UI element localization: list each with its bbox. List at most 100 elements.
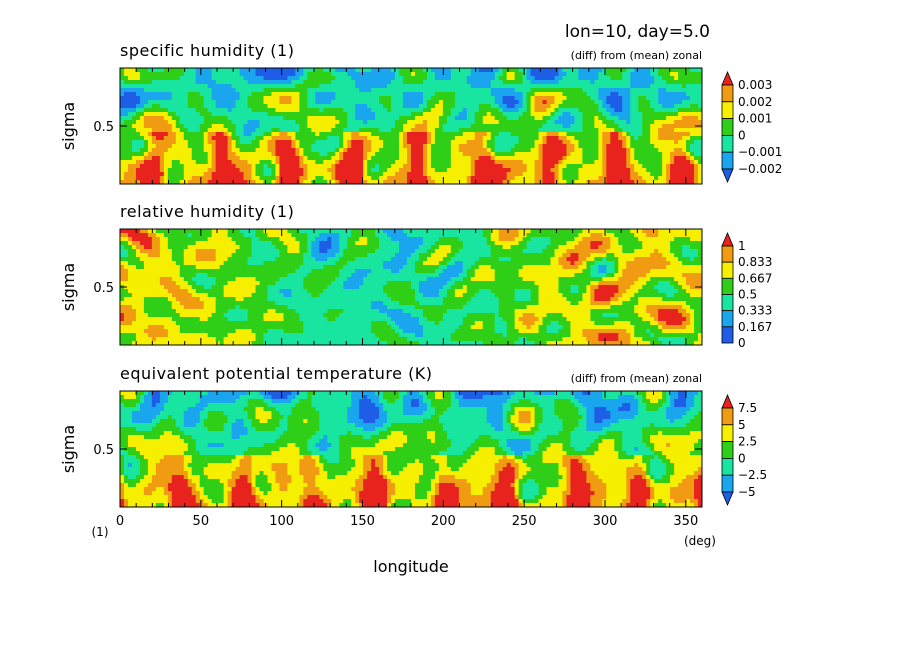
field-cell [562, 96, 567, 101]
field-cell [155, 112, 161, 117]
field-cell [231, 168, 237, 173]
field-cell [598, 88, 603, 93]
field-cell [518, 229, 524, 234]
field-cell [666, 148, 671, 153]
field-cell [255, 124, 261, 129]
field-cell [351, 80, 356, 85]
field-cell [287, 168, 292, 173]
field-cell [498, 180, 504, 185]
field-cell [315, 116, 320, 121]
field-cell [159, 72, 165, 77]
field-cell [223, 68, 229, 73]
field-cell [295, 132, 300, 137]
field-cell [139, 148, 145, 153]
field-cell [466, 237, 472, 242]
field-cell [690, 180, 695, 185]
field-cell [594, 164, 599, 169]
field-cell [307, 140, 312, 145]
field-cell [207, 152, 213, 157]
field-cell [359, 84, 364, 89]
field-cell [642, 229, 647, 234]
field-cell [247, 148, 253, 153]
field-cell [542, 176, 548, 181]
field-cell [295, 237, 300, 242]
field-cell [546, 84, 552, 89]
field-cell [554, 124, 559, 129]
field-cell [538, 233, 544, 238]
field-cell [562, 152, 567, 157]
field-cell [678, 100, 683, 105]
field-cell [422, 132, 428, 137]
field-cell [542, 88, 548, 93]
field-cell [578, 80, 583, 85]
field-cell [598, 132, 603, 137]
field-cell [662, 124, 667, 129]
field-cell [127, 172, 133, 177]
field-cell [478, 176, 484, 181]
field-cell [259, 100, 265, 105]
field-cell [458, 96, 464, 101]
field-cell [698, 120, 703, 125]
field-cell [383, 108, 388, 113]
field-cell [147, 132, 153, 137]
field-cell [430, 104, 436, 109]
field-cell [566, 112, 571, 117]
field-cell [363, 128, 368, 133]
field-cell [279, 156, 284, 161]
field-cell [391, 176, 396, 181]
field-cell [187, 144, 193, 149]
field-cell [466, 80, 472, 85]
field-cell [574, 100, 579, 105]
field-cell [247, 241, 253, 246]
field-cell [658, 68, 663, 73]
field-cell [387, 100, 392, 105]
field-cell [387, 108, 392, 113]
colorbar-label: −0.001 [738, 145, 782, 159]
field-cell [379, 108, 384, 113]
field-cell [215, 84, 221, 89]
field-cell [143, 80, 149, 85]
field-cell [295, 100, 300, 105]
field-cell [450, 164, 456, 169]
field-cell [486, 128, 492, 133]
field-cell [255, 144, 261, 149]
field-cell [494, 96, 500, 101]
field-cell [414, 84, 420, 89]
field-cell [446, 140, 452, 145]
field-cell [251, 136, 257, 141]
field-cell [582, 180, 587, 185]
field-cell [438, 80, 444, 85]
field-cell [303, 140, 308, 145]
field-cell [319, 124, 324, 129]
field-cell [566, 168, 571, 173]
field-cell [355, 108, 360, 113]
field-cell [351, 116, 356, 121]
field-cell [634, 180, 639, 185]
field-cell [407, 72, 412, 77]
field-cell [542, 104, 548, 109]
field-cell [311, 168, 316, 173]
field-cell [151, 68, 157, 73]
field-cell [375, 241, 380, 246]
field-cell [379, 104, 384, 109]
field-cell [323, 233, 328, 238]
field-cell [666, 156, 671, 161]
field-cell [698, 100, 703, 105]
field-cell [359, 144, 364, 149]
field-cell [522, 116, 528, 121]
field-cell [610, 176, 615, 181]
field-cell [347, 104, 352, 109]
field-cell [135, 88, 141, 93]
field-cell [299, 92, 304, 97]
field-cell [458, 128, 464, 133]
field-cell [299, 233, 304, 238]
field-cell [127, 180, 133, 185]
field-cell [163, 128, 169, 133]
field-cell [407, 104, 412, 109]
field-cell [618, 180, 623, 185]
field-cell [139, 84, 145, 89]
field-cell [339, 164, 344, 169]
field-cell [430, 148, 436, 153]
field-cell [466, 144, 472, 149]
field-cell [666, 96, 671, 101]
